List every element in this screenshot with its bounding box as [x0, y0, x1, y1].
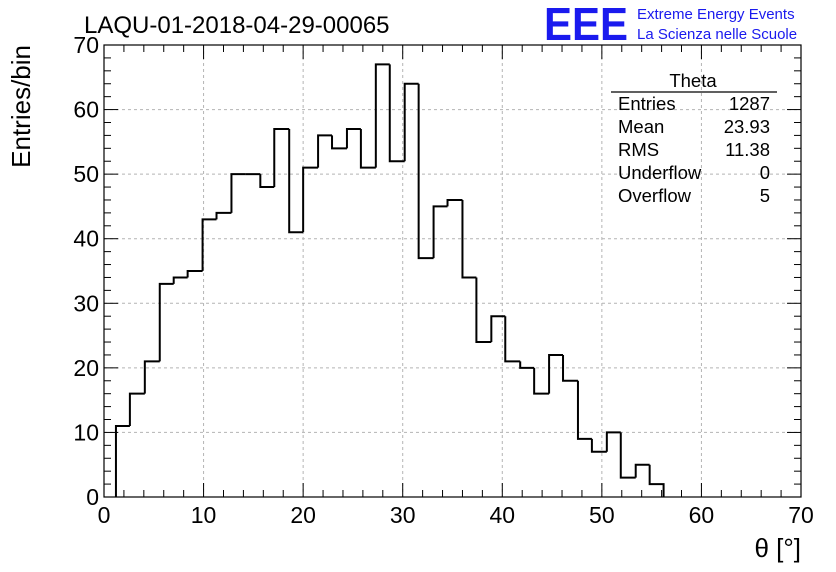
y-tick-label: 20	[73, 355, 99, 381]
stats-label: Mean	[618, 116, 664, 137]
histogram-bin	[317, 134, 333, 168]
histogram-bin	[461, 199, 477, 279]
stats-label: Entries	[618, 93, 676, 114]
histogram-bin	[302, 166, 319, 233]
logo-line-1: Extreme Energy Events	[637, 6, 795, 23]
histogram-bin	[519, 361, 535, 369]
x-axis-title: θ [°]	[754, 533, 801, 563]
histogram-bin	[128, 392, 145, 426]
histogram-bin	[533, 367, 550, 395]
stats-label: Underflow	[618, 162, 702, 183]
histogram-bin	[648, 464, 665, 497]
stats-label: RMS	[618, 139, 659, 160]
histogram-bin	[186, 270, 203, 278]
chart-title: LAQU-01-2018-04-29-00065	[84, 12, 390, 39]
histogram-bin	[446, 198, 463, 207]
histogram-bin	[158, 282, 174, 362]
histogram-bin	[619, 432, 636, 479]
x-tick-label: 20	[290, 502, 316, 528]
histogram-bin	[345, 127, 361, 149]
y-tick-label: 10	[73, 419, 99, 445]
histogram-bin	[605, 431, 621, 452]
y-tick-label: 0	[86, 484, 99, 510]
histogram-bins	[114, 63, 665, 497]
histogram-bin	[576, 380, 592, 440]
histogram-bin	[143, 360, 160, 394]
y-tick-label: 70	[73, 32, 99, 58]
y-tick-label: 50	[73, 161, 99, 187]
plot-frame	[103, 44, 802, 498]
grid-lines	[104, 45, 801, 497]
histogram-bin	[590, 438, 607, 453]
histogram-bin	[475, 277, 492, 344]
histogram-bin	[417, 83, 434, 260]
y-tick-label: 40	[73, 226, 99, 252]
stats-value: 11.38	[725, 139, 770, 160]
eee-logo: EEE Extreme Energy Events La Scienza nel…	[544, 0, 797, 50]
x-tick-label: 70	[788, 502, 814, 528]
stats-title: Theta	[669, 70, 717, 91]
x-tick-label: 10	[191, 502, 217, 528]
x-tick-label: 30	[390, 502, 416, 528]
histogram-bin	[288, 128, 304, 234]
y-axis-title: Entries/bin	[6, 45, 36, 168]
x-tick-label: 0	[98, 502, 111, 528]
histogram-bin	[215, 211, 232, 220]
stats-value: 1287	[729, 93, 770, 114]
histogram-bin	[403, 82, 419, 162]
histogram-bin	[201, 218, 217, 271]
stats-value: 0	[760, 162, 770, 183]
y-tick-label: 30	[73, 290, 99, 316]
eee-logo-mark: EEE	[544, 0, 628, 50]
histogram-bin	[259, 174, 275, 189]
histogram-bin	[172, 276, 188, 284]
histogram-bin	[388, 64, 405, 163]
x-tick-label: 50	[589, 502, 615, 528]
stats-value: 5	[760, 185, 770, 206]
x-tick-label: 40	[489, 502, 515, 528]
histogram-bin	[331, 135, 347, 150]
axis-ticks	[103, 44, 802, 498]
histogram-bin	[562, 354, 578, 382]
histogram-bin	[374, 63, 390, 168]
histogram-bin	[634, 463, 650, 478]
histogram-bin	[359, 128, 376, 169]
histogram-bin	[273, 127, 290, 188]
stats-value: 23.93	[724, 116, 770, 137]
histogram-bin	[548, 353, 564, 394]
y-tick-label: 60	[73, 97, 99, 123]
logo-line-2: La Scienza nelle Scuole	[637, 26, 797, 43]
histogram-bin	[230, 173, 246, 213]
stats-box: Theta Entries 1287 Mean 23.93 RMS 11.38 Underf…	[611, 70, 777, 206]
histogram-bin	[432, 205, 448, 259]
stats-label: Overflow	[618, 185, 692, 206]
x-tick-label: 60	[689, 502, 715, 528]
histogram-bin	[490, 315, 506, 343]
histogram-bin	[504, 316, 521, 363]
histogram-bin	[114, 424, 130, 497]
